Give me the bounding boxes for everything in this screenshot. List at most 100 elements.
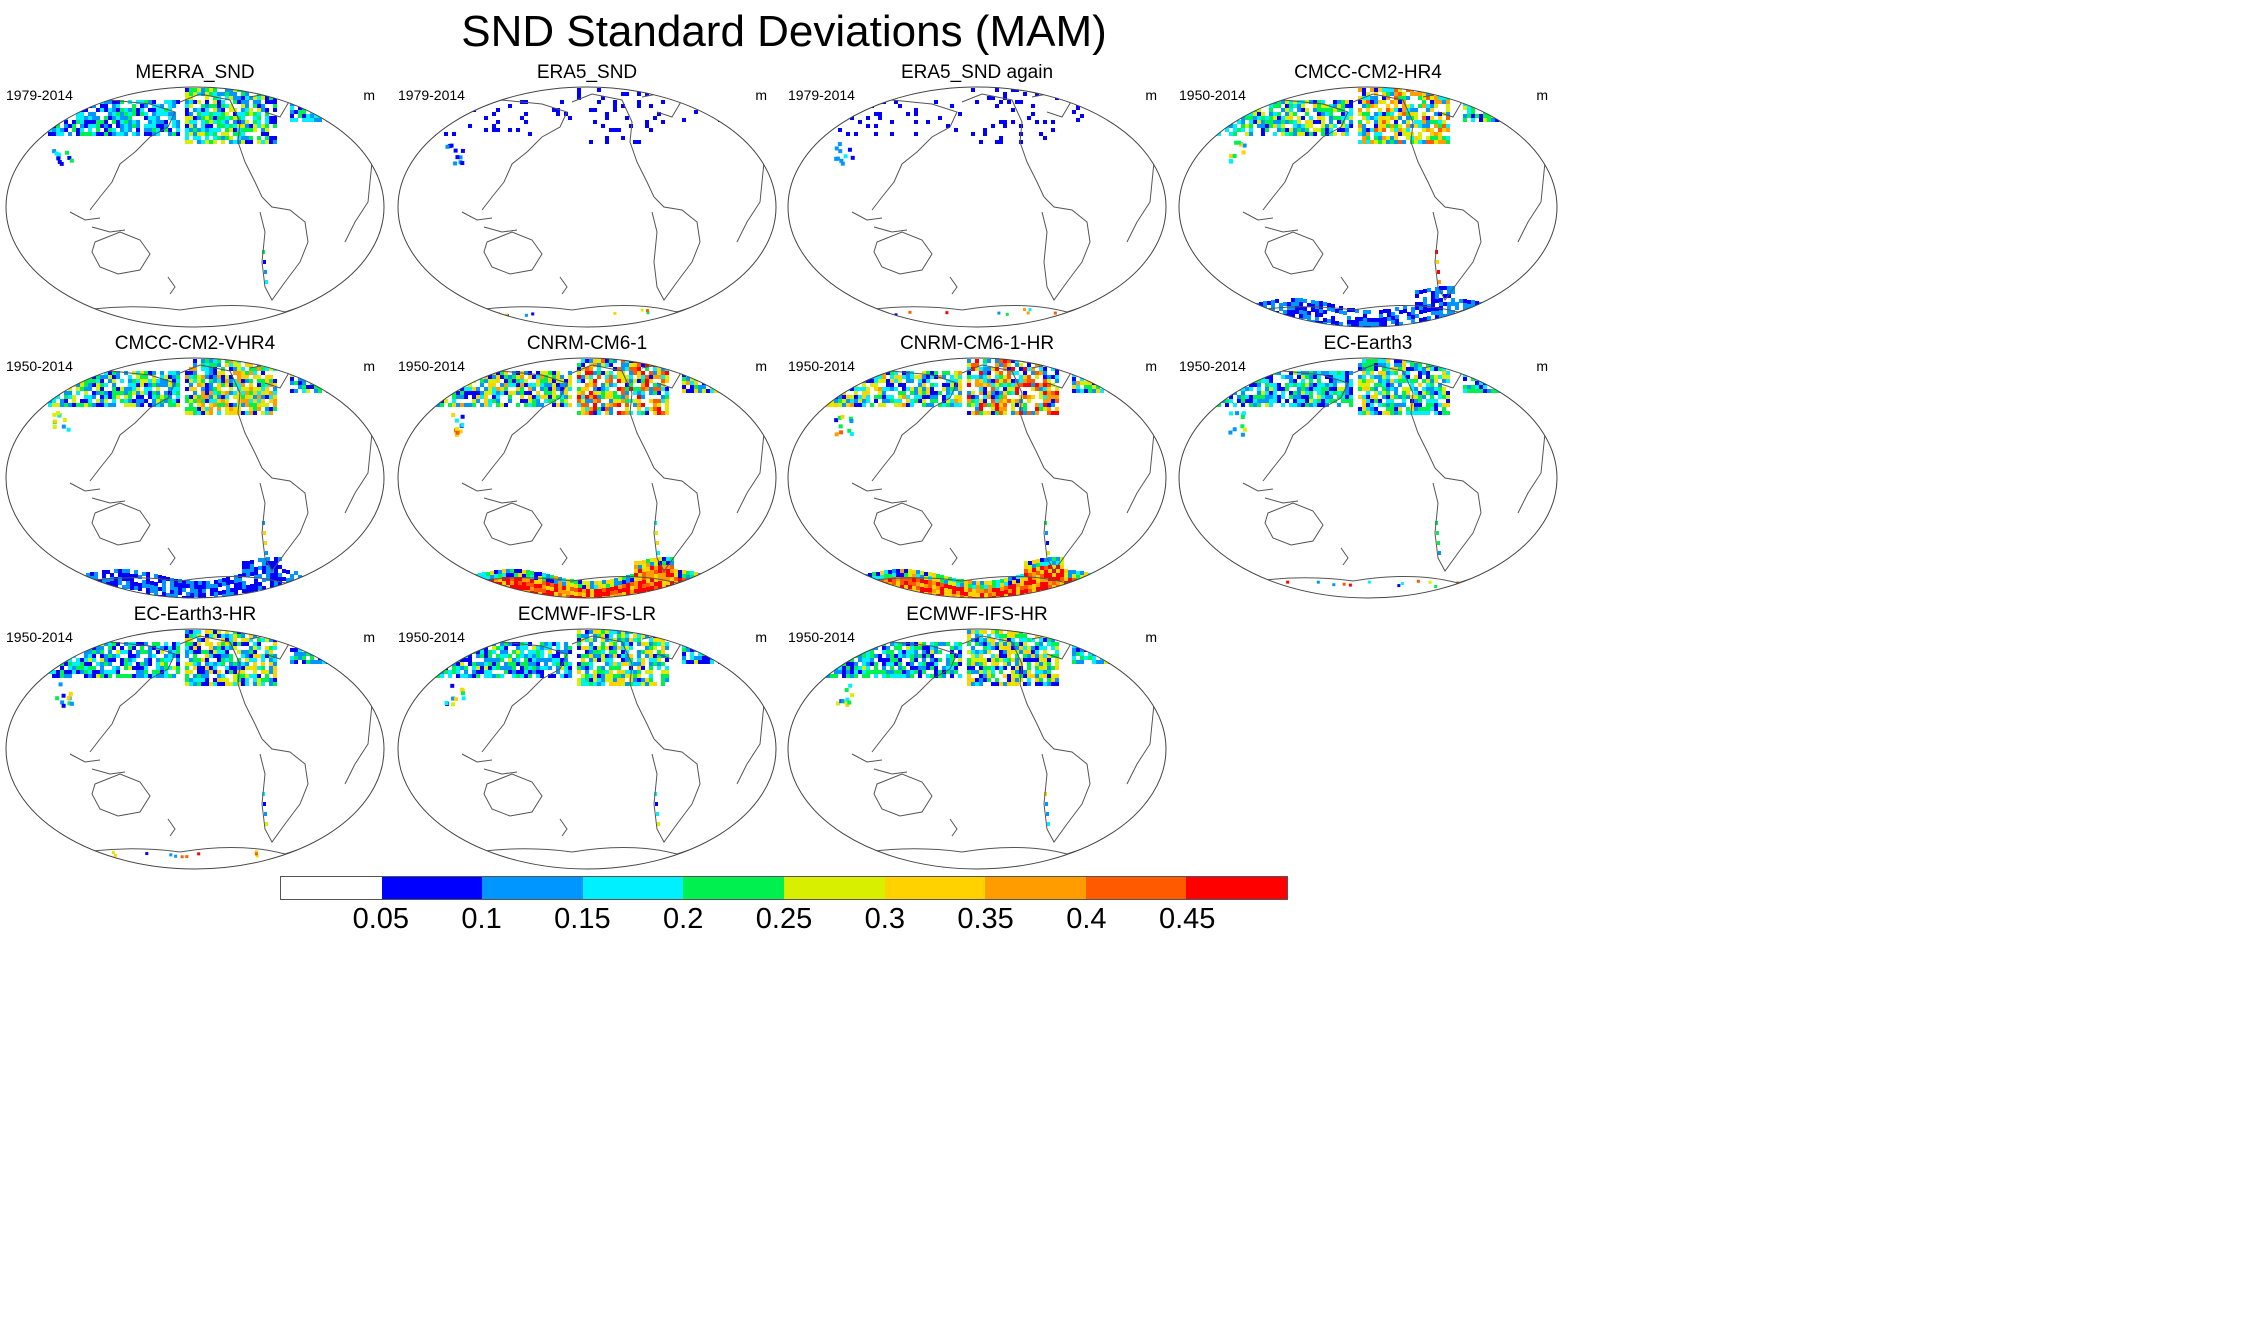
snow-cell (609, 407, 613, 411)
snow-cell (205, 140, 209, 144)
snow-cell (28, 112, 32, 116)
snow-cell (176, 387, 180, 391)
snow-cell (1479, 102, 1483, 106)
snow-cell (983, 387, 987, 391)
snow-cell (898, 375, 902, 379)
snow-cell (456, 395, 460, 399)
snow-cell (1031, 112, 1035, 116)
snow-cell (726, 110, 730, 114)
snow-cell (838, 149, 843, 154)
snow-cell (862, 399, 866, 403)
snow-cell (1221, 120, 1225, 124)
snow-cell (28, 371, 32, 375)
snow-cell (848, 416, 853, 421)
snow-cell (868, 601, 872, 603)
snow-cell (48, 403, 52, 407)
snow-cell (241, 383, 245, 387)
snow-cell (290, 578, 294, 582)
snow-cell (1293, 100, 1297, 104)
snow-cell (1463, 98, 1467, 102)
snow-cell (880, 571, 884, 575)
snow-cell (597, 359, 601, 363)
snow-cell (1399, 326, 1403, 327)
snow-cell (979, 371, 983, 375)
snow-cell (338, 369, 342, 373)
snow-cell (524, 120, 528, 124)
coastline (69, 211, 126, 233)
snow-cell (420, 379, 424, 383)
snow-cell (1367, 318, 1371, 322)
coastline (1111, 101, 1155, 243)
snow-cell (1007, 383, 1011, 387)
snow-cell (1303, 307, 1307, 311)
snow-cell (605, 116, 609, 120)
snow-cell (710, 588, 714, 592)
snow-cell (918, 399, 922, 403)
snow-cell (1383, 329, 1387, 332)
snow-cell (201, 411, 205, 415)
snow-cell (48, 124, 52, 128)
snow-cell (843, 154, 848, 159)
snow-cell (1337, 116, 1341, 120)
snow-cell (1287, 318, 1291, 322)
snow-cell (983, 403, 987, 407)
snow-cell (610, 579, 614, 583)
snow-cell (1285, 116, 1289, 120)
snow-cell (265, 379, 269, 383)
snow-cell (338, 373, 342, 377)
snow-cell (213, 132, 217, 136)
snow-cell (1043, 407, 1047, 411)
snow-cell (1303, 327, 1307, 331)
snow-cell (1007, 387, 1011, 391)
snow-cell (922, 379, 926, 383)
snow-cell (480, 371, 484, 375)
snow-cell (257, 140, 261, 144)
snow-cell (932, 585, 936, 589)
snow-cell (210, 588, 214, 592)
snow-cell (144, 132, 148, 136)
snow-cell (718, 369, 722, 373)
snow-cell (1053, 311, 1057, 315)
snow-cell (76, 375, 80, 379)
snow-cell (979, 391, 983, 395)
snow-cell (1271, 328, 1275, 332)
snow-cell (670, 601, 674, 603)
snow-cell (72, 120, 76, 124)
snow-cell (940, 575, 944, 579)
snow-cell (1221, 112, 1225, 116)
snow-cell (1467, 90, 1471, 94)
snow-cell (144, 391, 148, 395)
snow-cell (1439, 326, 1443, 327)
snow-cell (550, 599, 554, 603)
snow-cell (126, 573, 130, 577)
snow-cell (160, 403, 164, 407)
snow-cell (412, 399, 416, 403)
snow-cell (999, 100, 1003, 104)
snow-cell (814, 375, 818, 379)
snow-cell (432, 387, 436, 391)
snow-cell (213, 391, 217, 395)
snow-cell (282, 569, 286, 573)
snow-cell (1402, 96, 1406, 100)
snow-cell (258, 586, 262, 590)
snow-cell (936, 586, 940, 590)
snow-cell (1301, 116, 1305, 120)
snow-cell (1426, 128, 1430, 132)
snow-cell (1419, 318, 1423, 322)
snow-cell (500, 371, 504, 375)
snow-cell (1297, 104, 1301, 108)
snow-cell (1327, 303, 1331, 307)
snow-cell (920, 583, 924, 587)
snow-cell (68, 371, 72, 375)
snow-cell (1303, 323, 1307, 327)
snow-cell (633, 403, 637, 407)
snow-cell (253, 100, 257, 104)
snow-cell (995, 407, 999, 411)
snow-cell (440, 371, 444, 375)
snow-cell (1362, 100, 1366, 104)
snow-cell (1297, 120, 1301, 124)
snow-cell (633, 391, 637, 395)
snow-cell (156, 112, 160, 116)
snow-cell (614, 602, 618, 603)
snow-cell (1003, 383, 1007, 387)
